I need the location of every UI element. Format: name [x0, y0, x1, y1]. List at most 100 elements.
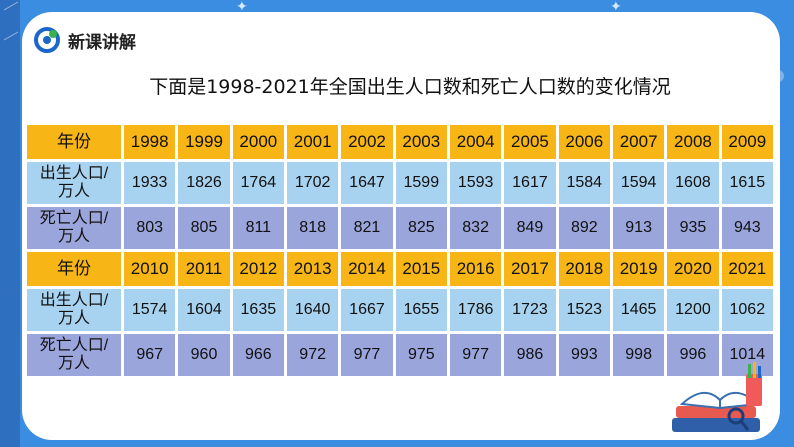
birth-cell: 1062 — [721, 289, 773, 331]
year-header-cell: 年份 — [27, 252, 121, 286]
table-row-births: 出生人口/万人 1933 1826 1764 1702 1647 1599 15… — [27, 162, 773, 204]
birth-label-line2: 万人 — [57, 183, 90, 200]
birth-cell: 1465 — [612, 289, 665, 331]
death-label-line2: 万人 — [57, 355, 90, 372]
death-cell: 993 — [558, 334, 610, 376]
death-cell: 975 — [395, 334, 447, 376]
table-row-deaths: 死亡人口/万人 967 960 966 972 977 975 977 986 … — [27, 334, 773, 376]
year-cell: 1999 — [178, 125, 230, 159]
birth-cell: 1667 — [341, 289, 393, 331]
death-cell: 967 — [124, 334, 176, 376]
year-cell: 2019 — [612, 252, 665, 286]
logo-icon — [34, 27, 60, 53]
year-cell: 2005 — [504, 125, 556, 159]
death-cell: 825 — [395, 207, 447, 249]
birth-cell: 1655 — [395, 289, 447, 331]
year-cell: 2009 — [721, 125, 773, 159]
year-cell: 2010 — [124, 252, 176, 286]
death-cell: 935 — [667, 207, 719, 249]
star-icon: ✦ — [236, 0, 248, 15]
section-title: 新课讲解 — [68, 32, 136, 53]
birth-cell: 1594 — [612, 162, 665, 204]
birth-cell: 1593 — [449, 162, 502, 204]
birth-header-cell: 出生人口/万人 — [27, 289, 121, 331]
death-label-line1: 死亡人口/ — [39, 336, 109, 354]
birth-cell: 1584 — [558, 162, 610, 204]
birth-label-line1: 出生人口/ — [39, 291, 109, 309]
year-cell: 2014 — [341, 252, 393, 286]
death-header-cell: 死亡人口/万人 — [27, 334, 121, 376]
content-card: 新课讲解 下面是1998-2021年全国出生人口数和死亡人口数的变化情况 年份 … — [22, 12, 780, 440]
death-cell: 977 — [449, 334, 502, 376]
year-cell: 2020 — [667, 252, 719, 286]
death-label-line1: 死亡人口/ — [39, 209, 109, 227]
birth-cell: 1786 — [449, 289, 502, 331]
year-cell: 2001 — [286, 125, 339, 159]
table-row-births: 出生人口/万人 1574 1604 1635 1640 1667 1655 17… — [27, 289, 773, 331]
year-cell: 2012 — [232, 252, 284, 286]
death-cell: 972 — [286, 334, 339, 376]
death-cell: 913 — [612, 207, 665, 249]
birth-cell: 1574 — [124, 289, 176, 331]
death-cell: 849 — [504, 207, 556, 249]
book-edge-decoration — [0, 0, 20, 447]
birth-cell: 1617 — [504, 162, 556, 204]
table-row-deaths: 死亡人口/万人 803 805 811 818 821 825 832 849 … — [27, 207, 773, 249]
death-cell: 1014 — [721, 334, 773, 376]
death-cell: 892 — [558, 207, 610, 249]
birth-header-cell: 出生人口/万人 — [27, 162, 121, 204]
death-cell: 818 — [286, 207, 339, 249]
birth-cell: 1523 — [558, 289, 610, 331]
star-icon: ✦ — [610, 0, 622, 15]
birth-cell: 1647 — [341, 162, 393, 204]
death-cell: 996 — [667, 334, 719, 376]
birth-cell: 1702 — [286, 162, 339, 204]
death-cell: 986 — [504, 334, 556, 376]
birth-cell: 1635 — [232, 289, 284, 331]
death-label-line2: 万人 — [57, 228, 90, 245]
population-table: 年份 1998 1999 2000 2001 2002 2003 2004 20… — [24, 122, 776, 379]
year-cell: 2008 — [667, 125, 719, 159]
death-cell: 811 — [232, 207, 284, 249]
birth-cell: 1933 — [124, 162, 176, 204]
table-row-years: 年份 1998 1999 2000 2001 2002 2003 2004 20… — [27, 125, 773, 159]
year-cell: 2011 — [178, 252, 230, 286]
year-cell: 2016 — [449, 252, 502, 286]
death-cell: 821 — [341, 207, 393, 249]
books-illustration — [672, 362, 762, 432]
death-cell: 966 — [232, 334, 284, 376]
year-cell: 2003 — [395, 125, 447, 159]
year-cell: 2004 — [449, 125, 502, 159]
death-cell: 943 — [721, 207, 773, 249]
year-cell: 2007 — [612, 125, 665, 159]
birth-cell: 1764 — [232, 162, 284, 204]
birth-cell: 1640 — [286, 289, 339, 331]
year-cell: 2013 — [286, 252, 339, 286]
death-cell: 832 — [449, 207, 502, 249]
birth-cell: 1723 — [504, 289, 556, 331]
page-title: 下面是1998-2021年全国出生人口数和死亡人口数的变化情况 — [149, 76, 671, 98]
year-cell: 2006 — [558, 125, 610, 159]
birth-label-line2: 万人 — [57, 310, 90, 327]
birth-label-line1: 出生人口/ — [39, 164, 109, 182]
death-header-cell: 死亡人口/万人 — [27, 207, 121, 249]
year-cell: 2018 — [558, 252, 610, 286]
year-cell: 2017 — [504, 252, 556, 286]
section-header: 新课讲解 — [22, 12, 222, 68]
death-cell: 998 — [612, 334, 665, 376]
table-row-years: 年份 2010 2011 2012 2013 2014 2015 2016 20… — [27, 252, 773, 286]
birth-cell: 1599 — [395, 162, 447, 204]
birth-cell: 1615 — [721, 162, 773, 204]
death-cell: 977 — [341, 334, 393, 376]
death-cell: 960 — [178, 334, 230, 376]
year-cell: 2000 — [232, 125, 284, 159]
birth-cell: 1826 — [178, 162, 230, 204]
year-cell: 2015 — [395, 252, 447, 286]
birth-cell: 1604 — [178, 289, 230, 331]
year-cell: 2002 — [341, 125, 393, 159]
birth-cell: 1200 — [667, 289, 719, 331]
death-cell: 803 — [124, 207, 176, 249]
death-cell: 805 — [178, 207, 230, 249]
year-cell: 1998 — [124, 125, 176, 159]
birth-cell: 1608 — [667, 162, 719, 204]
